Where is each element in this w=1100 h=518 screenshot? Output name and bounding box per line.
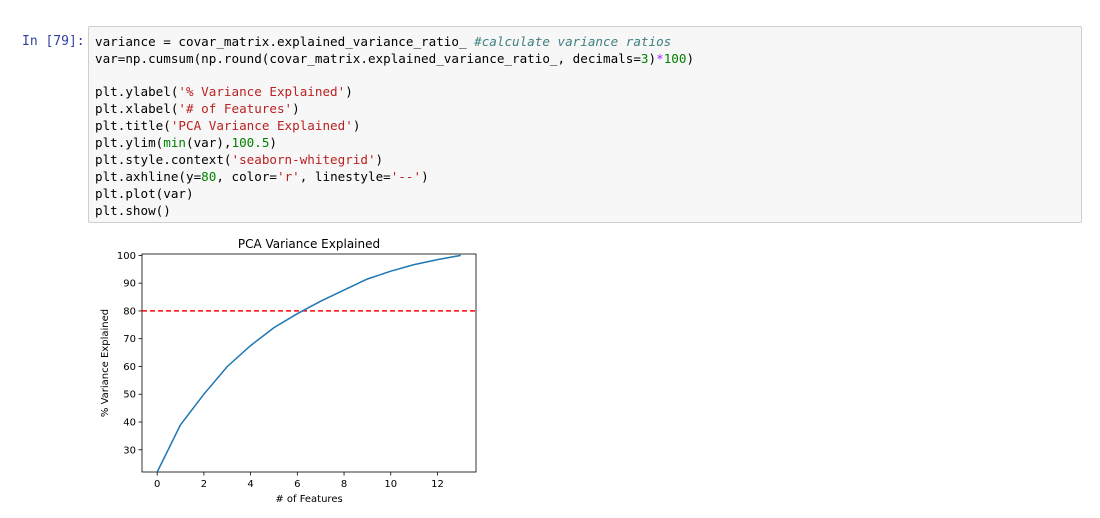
y-axis-label: % Variance Explained	[100, 309, 111, 417]
cell-output: 30 40 50 60 70 80 90 100 0 2 4 6 8 10 12 PCA Variance E…	[88, 230, 508, 512]
x-tick-label: 2	[201, 479, 207, 490]
pca-variance-chart: 30 40 50 60 70 80 90 100 0 2 4 6 8 10 12 PCA Variance E…	[100, 237, 477, 505]
code-line-7: plt.style.context('seaborn-whitegrid')	[95, 152, 384, 167]
code-line-10: plt.show()	[95, 203, 171, 218]
x-axis-label: # of Features	[275, 494, 342, 505]
x-tick-label: 4	[247, 479, 253, 490]
code-line-1: variance = covar_matrix.explained_varian…	[95, 34, 672, 49]
y-tick-label: 60	[123, 362, 136, 373]
y-tick-label: 30	[123, 445, 136, 456]
code-editor[interactable]: variance = covar_matrix.explained_varian…	[95, 33, 694, 219]
y-tick-label: 70	[123, 334, 136, 345]
x-tick-label: 12	[431, 479, 444, 490]
code-line-4: plt.xlabel('# of Features')	[95, 101, 300, 116]
y-tick-label: 90	[123, 279, 136, 290]
y-tick-label: 100	[117, 251, 136, 262]
y-tick-label: 50	[123, 390, 136, 401]
cell-prompt: In [79]:	[22, 34, 85, 49]
code-line-5: plt.title('PCA Variance Explained')	[95, 118, 361, 133]
code-cell-input[interactable]: variance = covar_matrix.explained_varian…	[88, 26, 1082, 223]
y-tick-label: 80	[123, 306, 136, 317]
x-tick-label: 8	[341, 479, 347, 490]
plot-area	[141, 253, 477, 473]
y-tick-label: 40	[123, 418, 136, 429]
x-tick-label: 0	[154, 479, 160, 490]
code-line-8: plt.axhline(y=80, color='r', linestyle='…	[95, 169, 429, 184]
code-line-3: plt.ylabel('% Variance Explained')	[95, 84, 353, 99]
code-line-6: plt.ylim(min(var),100.5)	[95, 135, 278, 150]
code-line-2: var=np.cumsum(np.round(covar_matrix.expl…	[95, 51, 695, 66]
x-tick-label: 10	[384, 479, 397, 490]
x-tick-label: 6	[294, 479, 300, 490]
chart-title: PCA Variance Explained	[238, 237, 380, 251]
code-line-9: plt.plot(var)	[95, 186, 194, 201]
variance-series-line	[156, 254, 461, 473]
